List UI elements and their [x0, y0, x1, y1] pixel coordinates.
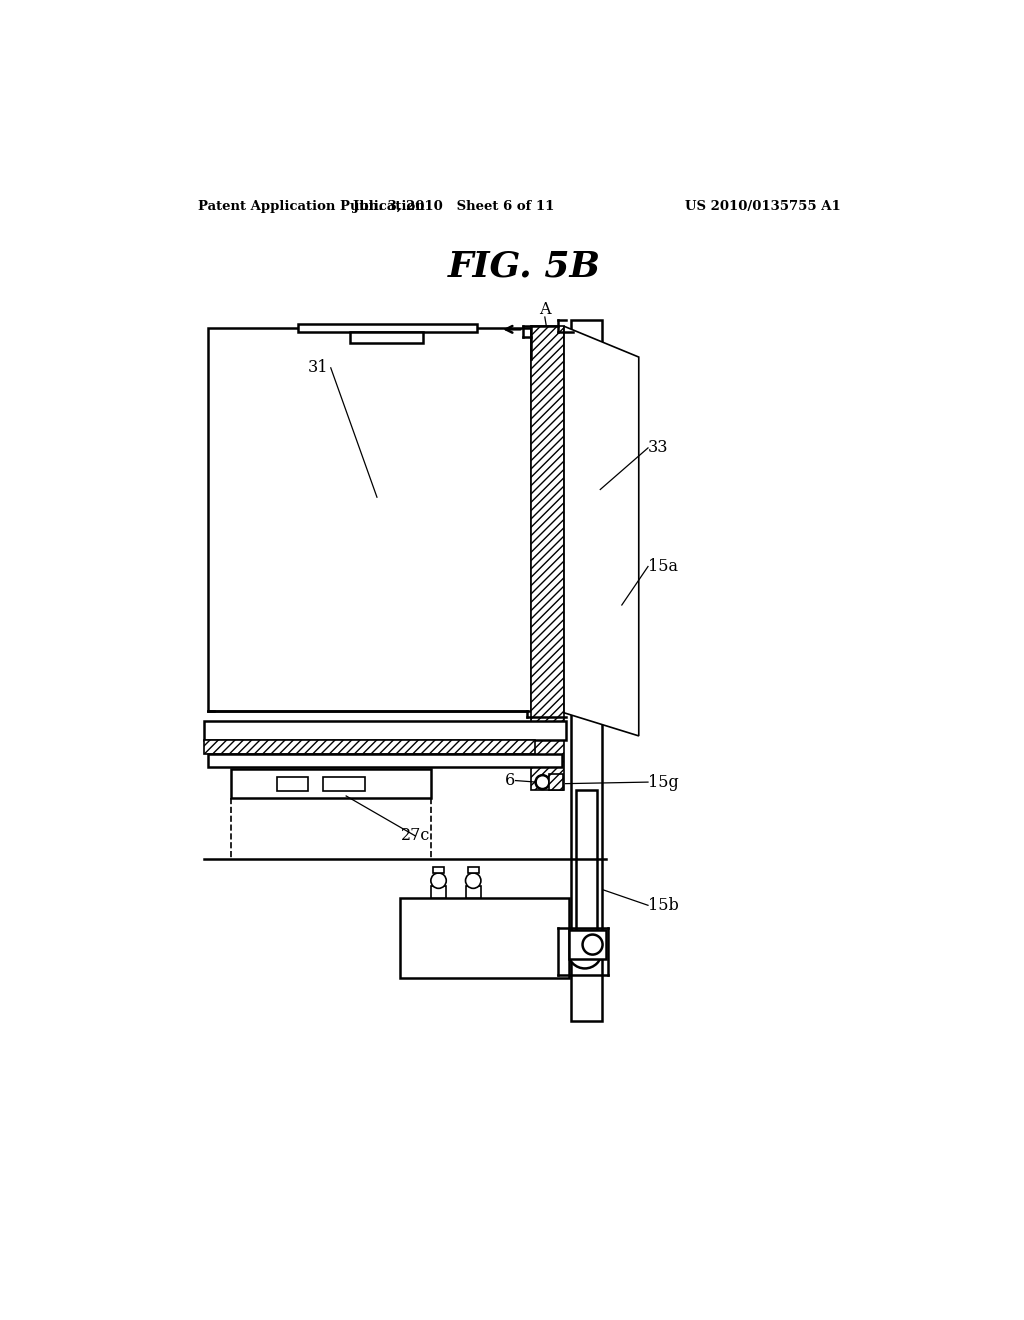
Text: 15b: 15b: [648, 896, 679, 913]
Bar: [208, 754, 562, 767]
Text: 27c: 27c: [400, 828, 430, 845]
Bar: [350, 333, 423, 343]
Bar: [549, 775, 562, 789]
Bar: [431, 886, 446, 898]
Bar: [400, 898, 569, 978]
Circle shape: [568, 935, 602, 969]
Bar: [230, 770, 431, 797]
Bar: [208, 327, 531, 711]
Circle shape: [536, 775, 550, 789]
Bar: [575, 789, 597, 952]
Bar: [204, 739, 535, 754]
Circle shape: [431, 873, 446, 888]
Bar: [466, 886, 481, 898]
Text: 15g: 15g: [648, 774, 679, 791]
Text: 15a: 15a: [648, 558, 678, 576]
Bar: [204, 721, 565, 739]
Text: FIG. 5B: FIG. 5B: [449, 249, 601, 284]
Bar: [468, 867, 478, 873]
Bar: [433, 867, 444, 873]
Text: 33: 33: [648, 440, 669, 457]
Text: 6: 6: [505, 772, 515, 789]
Text: 31: 31: [307, 359, 328, 376]
Bar: [276, 777, 307, 792]
Text: US 2010/0135755 A1: US 2010/0135755 A1: [685, 199, 841, 213]
Circle shape: [583, 935, 602, 954]
Text: A: A: [539, 301, 551, 318]
Polygon shape: [564, 326, 639, 737]
Text: Jun. 3, 2010   Sheet 6 of 11: Jun. 3, 2010 Sheet 6 of 11: [353, 199, 555, 213]
Bar: [571, 321, 602, 1020]
Text: Patent Application Publication: Patent Application Publication: [199, 199, 425, 213]
Bar: [298, 323, 477, 333]
Bar: [323, 777, 366, 792]
Bar: [531, 326, 564, 789]
Circle shape: [466, 873, 481, 888]
Bar: [569, 929, 606, 960]
